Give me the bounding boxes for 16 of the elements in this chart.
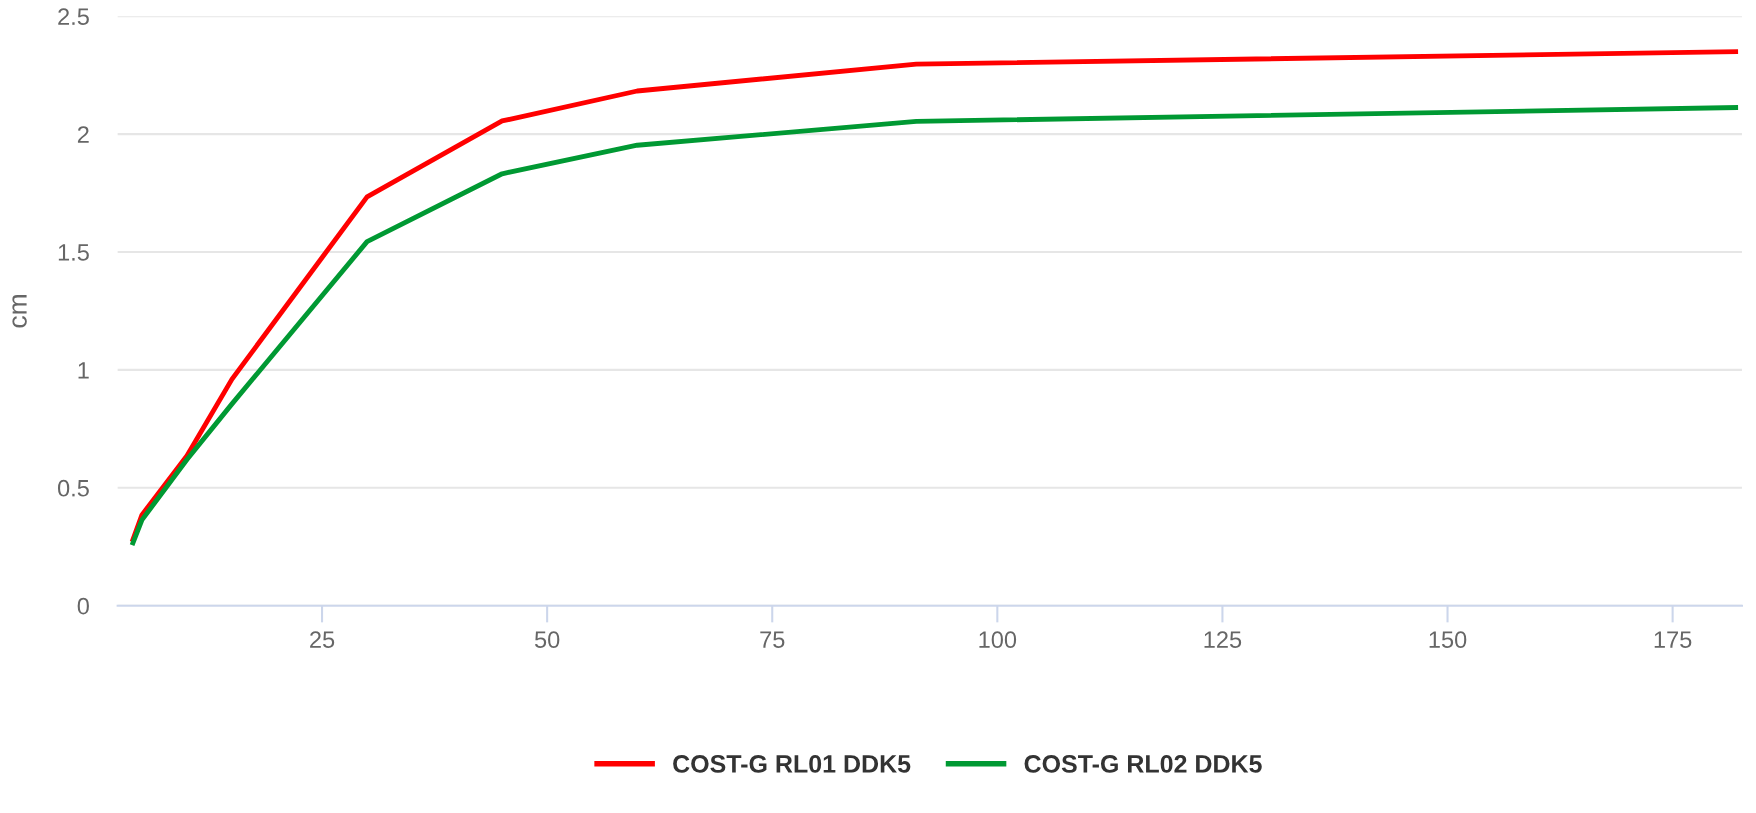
- legend-label: COST-G RL01 DDK5: [673, 755, 911, 773]
- x-tick-label: 150: [1429, 631, 1467, 649]
- x-tick-label: 125: [1204, 631, 1242, 649]
- x-tick-label: 75: [760, 631, 785, 649]
- y-tick-label: 0: [77, 597, 89, 615]
- y-tick-label: 1.5: [58, 244, 89, 261]
- legend-label: COST-G RL02 DDK5: [1024, 755, 1262, 773]
- y-tick-label: 0.5: [57, 479, 89, 497]
- x-tick-label: 25: [310, 631, 335, 649]
- y-tick-label: 1: [78, 362, 89, 379]
- x-tick-label: 50: [534, 631, 560, 649]
- y-axis-title: cm: [12, 295, 27, 328]
- x-tick-label: 175: [1654, 631, 1692, 649]
- y-tick-label: 2.5: [58, 8, 89, 26]
- y-tick-label: 2: [77, 126, 89, 143]
- x-tick-label: 100: [979, 631, 1017, 649]
